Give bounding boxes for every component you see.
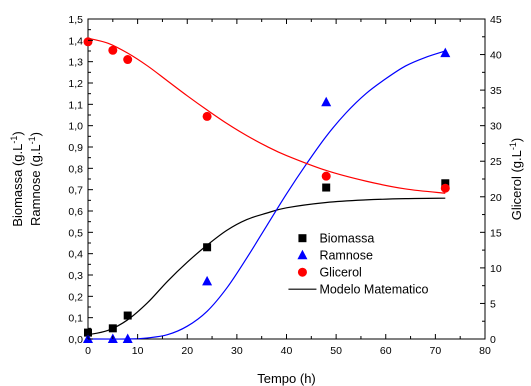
y-left-ramnose-sup: -1 <box>27 136 37 144</box>
y-right-tick-label: 20 <box>490 192 502 204</box>
legend-marker-biomassa <box>298 234 307 243</box>
biomassa-point <box>108 324 117 333</box>
biomassa-point <box>322 183 331 192</box>
y-left-tick-label: 1,1 <box>68 99 83 111</box>
biomassa-point <box>123 311 132 320</box>
y-right-tick-label: 35 <box>490 85 502 97</box>
y-right-text: Glicerol (g.L <box>509 150 524 220</box>
legend-label-glicerol: Glicerol <box>319 266 361 280</box>
y-left-tick-label: 0,4 <box>68 249 83 261</box>
data-markers <box>83 37 451 343</box>
legend-marker-ramnose <box>297 249 308 260</box>
model-curve-1 <box>87 50 446 340</box>
y-right-tick-label: 30 <box>490 121 502 133</box>
y-left-biomassa-text: Biomassa (g.L <box>10 144 25 227</box>
y-right-tick-label: 25 <box>490 156 502 168</box>
x-axis-title: Tempo (h) <box>257 371 316 386</box>
y-left-biomassa-sup: -1 <box>9 136 19 144</box>
y-right-close: ) <box>509 138 524 142</box>
biomassa-point <box>441 179 450 188</box>
x-tick-label: 80 <box>479 345 491 357</box>
y-left-tick-label: 1,3 <box>68 57 83 69</box>
y-right-tick-label: 15 <box>490 227 502 239</box>
y-axis-left-title-ramnose: Ramnose (g.L-1) <box>27 132 43 226</box>
glicerol-point <box>440 183 450 193</box>
ramnose-point <box>440 47 451 58</box>
y-left-tick-label: 1,5 <box>68 14 83 26</box>
y-right-tick-label: 5 <box>490 298 496 310</box>
y-axis-left-title-biomassa: Biomassa (g.L-1) <box>9 131 25 226</box>
y-left-tick-label: 1,2 <box>68 78 83 90</box>
y-left-tick-label: 1,0 <box>68 121 83 133</box>
glicerol-point <box>321 171 331 181</box>
model-curves <box>87 37 446 340</box>
x-tick-label: 20 <box>181 345 193 357</box>
y-axis-right-title: Glicerol (g.L-1) <box>508 138 524 220</box>
legend-marker-glicerol <box>297 267 307 277</box>
legend: Biomassa Ramnose Glicerol Modelo Matematico <box>288 232 429 297</box>
y-left-tick-label: 1,4 <box>68 35 83 47</box>
x-tick-label: 10 <box>132 345 144 357</box>
y-left-tick-label: 0,0 <box>68 334 83 346</box>
y-left-ramnose-close: ) <box>28 132 43 136</box>
ramnose-point <box>202 275 213 286</box>
legend-label-model: Modelo Matematico <box>319 283 428 297</box>
y-left-biomassa-close: ) <box>10 131 25 135</box>
glicerol-point <box>123 55 133 65</box>
y-left-tick-label: 0,2 <box>68 291 83 303</box>
y-left-tick-label: 0,8 <box>68 163 83 175</box>
x-tick-label: 0 <box>85 345 91 357</box>
x-tick-label: 70 <box>430 345 442 357</box>
y-left-ramnose-text: Ramnose (g.L <box>28 144 43 226</box>
axes: 0 10 20 30 40 50 60 70 800,00,10,20,30,40,50,60,… <box>68 14 501 357</box>
legend-label-biomassa: Biomassa <box>319 232 374 246</box>
x-tick-label: 60 <box>380 345 392 357</box>
y-left-tick-label: 0,3 <box>68 270 83 282</box>
ramnose-point <box>321 96 332 107</box>
y-right-tick-label: 40 <box>490 50 502 62</box>
y-left-tick-label: 0,5 <box>68 227 83 239</box>
glicerol-point <box>108 45 118 55</box>
biomassa-point <box>203 243 212 252</box>
x-tick-label: 50 <box>330 345 342 357</box>
y-left-tick-label: 0,9 <box>68 142 83 154</box>
glicerol-point <box>202 111 212 121</box>
biomassa-point <box>84 328 92 337</box>
model-curve-2 <box>87 37 446 194</box>
y-right-tick-label: 0 <box>490 334 496 346</box>
glicerol-point <box>83 37 93 47</box>
y-left-tick-label: 0,7 <box>68 185 83 197</box>
y-left-tick-label: 0,1 <box>68 313 83 325</box>
model-curve-0 <box>87 197 446 336</box>
y-right-tick-label: 45 <box>490 14 502 26</box>
y-right-tick-label: 10 <box>490 263 502 275</box>
legend-label-ramnose: Ramnose <box>319 249 373 263</box>
x-tick-label: 40 <box>281 345 293 357</box>
y-left-tick-label: 0,6 <box>68 206 83 218</box>
x-tick-label: 30 <box>231 345 243 357</box>
ramnose-point <box>122 333 133 343</box>
y-right-sup: -1 <box>508 142 518 150</box>
